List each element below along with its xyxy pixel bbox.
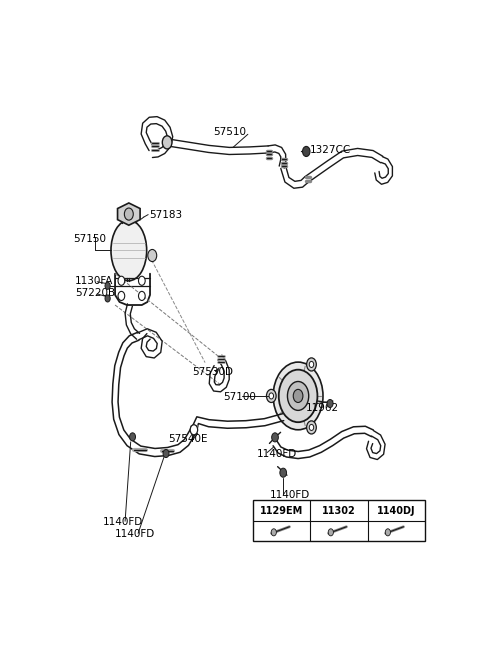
Text: 1327CC: 1327CC <box>310 146 351 155</box>
Circle shape <box>118 291 125 300</box>
Circle shape <box>307 358 316 371</box>
Circle shape <box>309 424 314 430</box>
Polygon shape <box>118 203 140 225</box>
Circle shape <box>327 400 333 407</box>
Circle shape <box>279 370 317 422</box>
Text: 1130FA: 1130FA <box>75 276 113 286</box>
Circle shape <box>288 382 309 411</box>
Text: 11962: 11962 <box>305 403 339 413</box>
Circle shape <box>105 282 110 289</box>
Text: 57150: 57150 <box>73 234 106 244</box>
Circle shape <box>385 529 390 536</box>
Text: 57220B: 57220B <box>75 288 115 298</box>
Circle shape <box>271 529 276 536</box>
Circle shape <box>139 276 145 285</box>
Circle shape <box>302 146 310 157</box>
Text: 57183: 57183 <box>149 210 182 220</box>
Circle shape <box>293 390 303 403</box>
Text: 57540E: 57540E <box>168 434 208 444</box>
Circle shape <box>328 529 334 536</box>
Circle shape <box>105 295 110 302</box>
Circle shape <box>139 291 145 300</box>
Text: 11302: 11302 <box>322 506 356 516</box>
Circle shape <box>266 390 276 403</box>
Text: 57100: 57100 <box>224 392 256 402</box>
Circle shape <box>309 361 314 367</box>
Circle shape <box>163 449 169 458</box>
Circle shape <box>273 362 323 430</box>
Text: 1140DJ: 1140DJ <box>377 506 415 516</box>
Bar <box>253 501 424 541</box>
Circle shape <box>269 393 274 399</box>
Text: 57510: 57510 <box>213 127 246 136</box>
Circle shape <box>148 249 156 262</box>
Text: 1129EM: 1129EM <box>260 506 303 516</box>
Text: 57530D: 57530D <box>192 367 233 377</box>
Circle shape <box>124 208 133 220</box>
Circle shape <box>280 468 287 478</box>
Text: 1140FD: 1140FD <box>257 449 298 459</box>
Circle shape <box>130 433 135 441</box>
Ellipse shape <box>111 220 147 281</box>
Text: 1140FD: 1140FD <box>115 529 156 539</box>
Circle shape <box>272 433 278 442</box>
Circle shape <box>307 421 316 434</box>
Circle shape <box>118 276 125 285</box>
Text: 1140FD: 1140FD <box>103 517 143 527</box>
Circle shape <box>190 424 198 435</box>
Text: 1140FD: 1140FD <box>270 491 311 501</box>
Circle shape <box>162 136 172 149</box>
